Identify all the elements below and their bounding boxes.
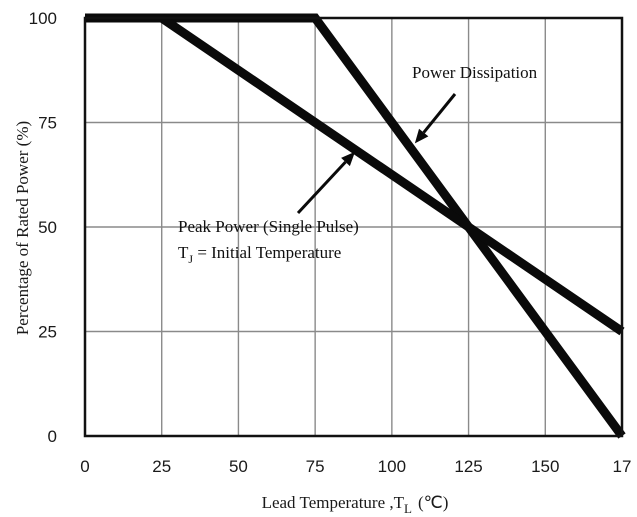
x-tick-label: 0: [80, 457, 89, 476]
x-tick-label: 50: [229, 457, 248, 476]
x-axis-title-subscript: L: [404, 501, 412, 516]
peak-power-arrow-shaft: [296, 160, 347, 215]
y-tick-label: 50: [38, 218, 57, 237]
x-tick-label: 100: [378, 457, 406, 476]
x-axis-title: Lead Temperature ,TL (℃): [262, 493, 449, 516]
y-tick-label: 25: [38, 323, 57, 342]
y-axis-title: Percentage of Rated Power (%): [13, 121, 32, 335]
x-axis-title-unit: (℃): [418, 493, 448, 512]
x-tick-label: 25: [152, 457, 171, 476]
y-tick-label: 75: [38, 114, 57, 133]
tick-layer: 0 25 50 75 100 125 150 17 0 25 50 75 100: [29, 9, 632, 476]
x-tick-label: 150: [531, 457, 559, 476]
x-axis-title-main: Lead Temperature ,T: [262, 493, 405, 512]
y-tick-label: 0: [48, 427, 57, 446]
x-tick-label: 17: [613, 457, 632, 476]
plot-frame: [83, 16, 624, 438]
power-dissipation-arrow-shaft: [422, 93, 457, 134]
peak-power-arrow-head: [341, 151, 356, 167]
annotation-layer: Power Dissipation Peak Power (Single Puls…: [178, 63, 538, 266]
power-dissipation-label: Power Dissipation: [412, 63, 538, 82]
x-tick-label: 125: [454, 457, 482, 476]
y-tick-label: 100: [29, 9, 57, 28]
x-tick-label: 75: [306, 457, 325, 476]
power-dissipation-arrow-head: [414, 128, 429, 144]
peak-power-label: Peak Power (Single Pulse): [178, 217, 359, 236]
tj-label: TJ = Initial Temperature: [178, 243, 341, 266]
